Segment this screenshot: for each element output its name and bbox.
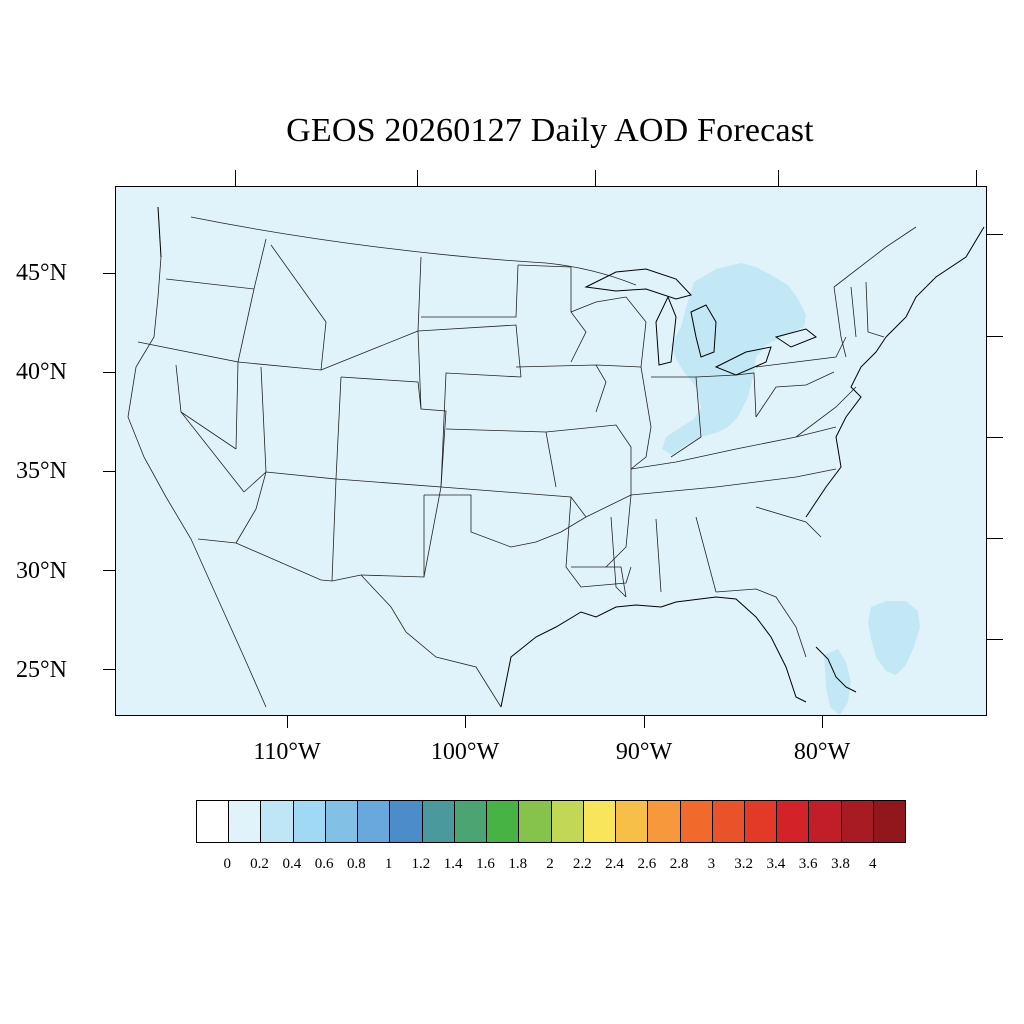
lat-label-40: 40°N xyxy=(16,359,67,385)
lon-label-90: 90°W xyxy=(615,739,673,765)
colorbar-label: 3.8 xyxy=(831,856,850,872)
colorbar-swatch xyxy=(551,801,584,842)
lon-tick-top xyxy=(778,170,779,186)
lat-label-25: 25°N xyxy=(16,657,67,683)
colorbar-swatch xyxy=(744,801,778,842)
colorbar-swatch xyxy=(197,801,230,842)
colorbar-label: 0.4 xyxy=(282,856,302,872)
colorbar-label: 1 xyxy=(384,856,393,872)
colorbar-swatch xyxy=(680,801,713,842)
colorbar-label: 2.4 xyxy=(605,856,624,872)
aod-colorbar xyxy=(196,800,906,843)
lon-label-100: 100°W xyxy=(430,739,500,765)
colorbar-swatch xyxy=(293,801,326,842)
colorbar-label: 1.4 xyxy=(443,856,463,872)
colorbar-swatch xyxy=(358,801,391,842)
colorbar-label: 0.6 xyxy=(314,856,334,872)
colorbar-swatch xyxy=(390,801,423,842)
us-map xyxy=(127,206,985,715)
colorbar-label: 0.8 xyxy=(346,856,366,872)
lon-tick xyxy=(822,716,823,728)
lon-label-110: 110°W xyxy=(253,739,321,765)
lon-tick-top xyxy=(235,170,236,186)
lat-tick-right xyxy=(987,639,1003,640)
lon-tick-top xyxy=(417,170,418,186)
map-panel xyxy=(115,186,987,716)
colorbar-label: 3.2 xyxy=(734,856,753,872)
colorbar-label: 1.8 xyxy=(508,856,528,872)
aod-plume-great-lakes xyxy=(662,263,806,455)
colorbar-swatch xyxy=(873,801,906,842)
colorbar-swatch xyxy=(712,801,745,842)
lat-label-45: 45°N xyxy=(16,260,67,286)
map-title: GEOS 20260127 Daily AOD Forecast xyxy=(286,112,814,149)
colorbar-swatch xyxy=(325,801,359,842)
colorbar-label: 3.4 xyxy=(766,856,786,872)
colorbar-swatch xyxy=(648,801,681,842)
lon-tick xyxy=(287,716,288,728)
colorbar-swatch xyxy=(583,801,617,842)
colorbar-label: 0 xyxy=(223,856,232,872)
lat-tick xyxy=(103,372,115,373)
lon-label-80: 80°W xyxy=(793,739,851,765)
colorbar-label: 1.2 xyxy=(411,856,431,872)
lat-tick xyxy=(103,471,115,472)
colorbar-swatch xyxy=(454,801,488,842)
state-borders xyxy=(127,216,917,708)
great-lakes xyxy=(584,268,817,376)
colorbar-label: 0.2 xyxy=(250,856,269,872)
colorbar-swatch xyxy=(519,801,552,842)
colorbar-swatch xyxy=(261,801,294,842)
colorbar-swatch xyxy=(616,801,649,842)
coastline xyxy=(157,206,985,708)
lon-tick-top xyxy=(976,170,977,186)
lon-tick-top xyxy=(595,170,596,186)
colorbar-label: 2.8 xyxy=(669,856,689,872)
colorbar-swatch xyxy=(229,801,262,842)
colorbar-label: 3 xyxy=(707,856,716,872)
colorbar-swatch xyxy=(841,801,874,842)
lon-tick xyxy=(644,716,645,728)
lat-tick-right xyxy=(987,234,1003,235)
colorbar-swatch xyxy=(809,801,842,842)
colorbar-swatch xyxy=(487,801,520,842)
aod-plume-bahamas xyxy=(868,601,920,675)
lat-label-30: 30°N xyxy=(16,558,67,584)
lat-tick xyxy=(103,570,115,571)
lat-tick-right xyxy=(987,336,1003,337)
lat-tick-right xyxy=(987,437,1003,438)
lon-tick xyxy=(465,716,466,728)
colorbar-label: 2 xyxy=(546,856,554,872)
lat-label-35: 35°N xyxy=(16,458,67,484)
colorbar-swatch xyxy=(422,801,455,842)
colorbar-label: 3.6 xyxy=(798,856,818,872)
lat-tick-right xyxy=(987,538,1003,539)
colorbar-label: 1.6 xyxy=(476,856,495,872)
colorbar-label: 2.2 xyxy=(572,856,592,872)
colorbar-label: 2.6 xyxy=(637,856,657,872)
colorbar-label: 4 xyxy=(868,856,877,872)
lat-tick xyxy=(103,669,115,670)
lat-tick xyxy=(103,273,115,274)
colorbar-swatch xyxy=(777,801,810,842)
